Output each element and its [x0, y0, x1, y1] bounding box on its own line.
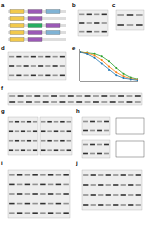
svg-text:a: a [1, 2, 5, 8]
svg-text:b: b [72, 2, 76, 8]
svg-text:f: f [1, 85, 4, 91]
svg-text:h: h [76, 108, 80, 114]
svg-text:c: c [112, 2, 116, 8]
svg-text:e: e [72, 45, 76, 51]
svg-text:g: g [1, 108, 5, 114]
svg-text:j: j [75, 160, 78, 166]
svg-text:i: i [1, 160, 3, 166]
svg-text:d: d [1, 45, 5, 51]
